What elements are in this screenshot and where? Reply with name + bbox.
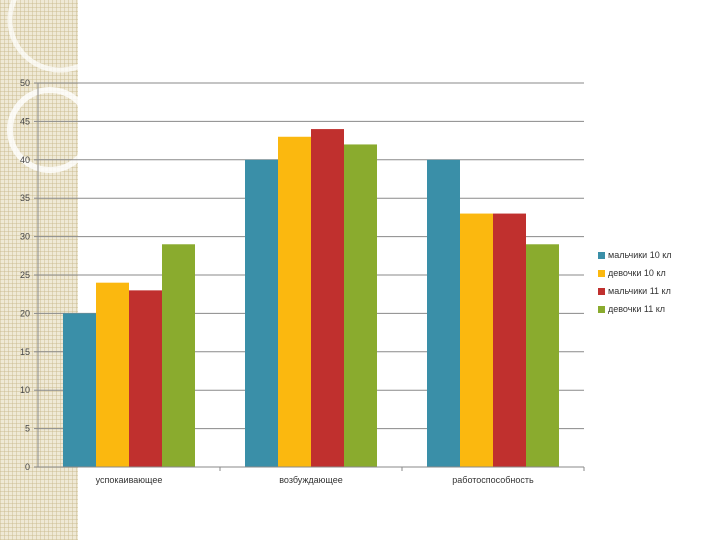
legend-label: мальчики 10 кл bbox=[608, 250, 672, 260]
bar bbox=[162, 244, 195, 467]
x-category-label: возбуждающее bbox=[279, 475, 343, 485]
y-tick-label: 50 bbox=[20, 78, 30, 88]
decorative-side-strip bbox=[0, 0, 78, 540]
bars bbox=[63, 129, 559, 468]
bar bbox=[344, 144, 377, 467]
legend-label: мальчики 11 кл bbox=[608, 286, 671, 296]
bar bbox=[311, 129, 344, 467]
y-tick-label: 20 bbox=[20, 308, 30, 318]
bar bbox=[129, 290, 162, 467]
legend-swatch bbox=[598, 251, 605, 259]
legend-swatch bbox=[598, 305, 605, 313]
bar bbox=[427, 159, 460, 468]
y-tick-label: 0 bbox=[25, 462, 30, 472]
bar bbox=[96, 282, 129, 467]
legend-swatch bbox=[598, 269, 605, 277]
x-category-label: работоспособность bbox=[452, 475, 534, 485]
legend-item: мальчики 11 кл bbox=[598, 282, 672, 300]
axes: 0 5 10 15 20 25 30 35 40 45 50 успокаивающее возбужд… bbox=[20, 78, 585, 485]
y-tick-label: 15 bbox=[20, 347, 30, 357]
legend: мальчики 10 кл девочки 10 кл мальчики 11… bbox=[598, 246, 672, 318]
bar bbox=[526, 244, 559, 467]
legend-label: девочки 10 кл bbox=[608, 268, 666, 278]
bar bbox=[493, 213, 526, 467]
x-category-label: успокаивающее bbox=[96, 475, 163, 485]
legend-item: девочки 10 кл bbox=[598, 264, 672, 282]
y-tick-label: 30 bbox=[20, 232, 30, 242]
legend-label: девочки 11 кл bbox=[608, 304, 666, 314]
bar bbox=[460, 213, 493, 467]
bar bbox=[278, 136, 311, 467]
y-tick-label: 35 bbox=[20, 193, 30, 203]
y-tick-label: 5 bbox=[25, 424, 30, 434]
y-tick-label: 45 bbox=[20, 116, 30, 126]
decorative-swirl-icon bbox=[7, 0, 78, 173]
y-tick-label: 10 bbox=[20, 385, 30, 395]
legend-item: мальчики 10 кл bbox=[598, 246, 672, 264]
legend-item: девочки 11 кл bbox=[598, 300, 672, 318]
bar bbox=[245, 159, 278, 468]
legend-swatch bbox=[598, 287, 605, 295]
bar bbox=[63, 313, 96, 467]
y-tick-label: 40 bbox=[20, 155, 30, 165]
y-tick-label: 25 bbox=[20, 270, 30, 280]
